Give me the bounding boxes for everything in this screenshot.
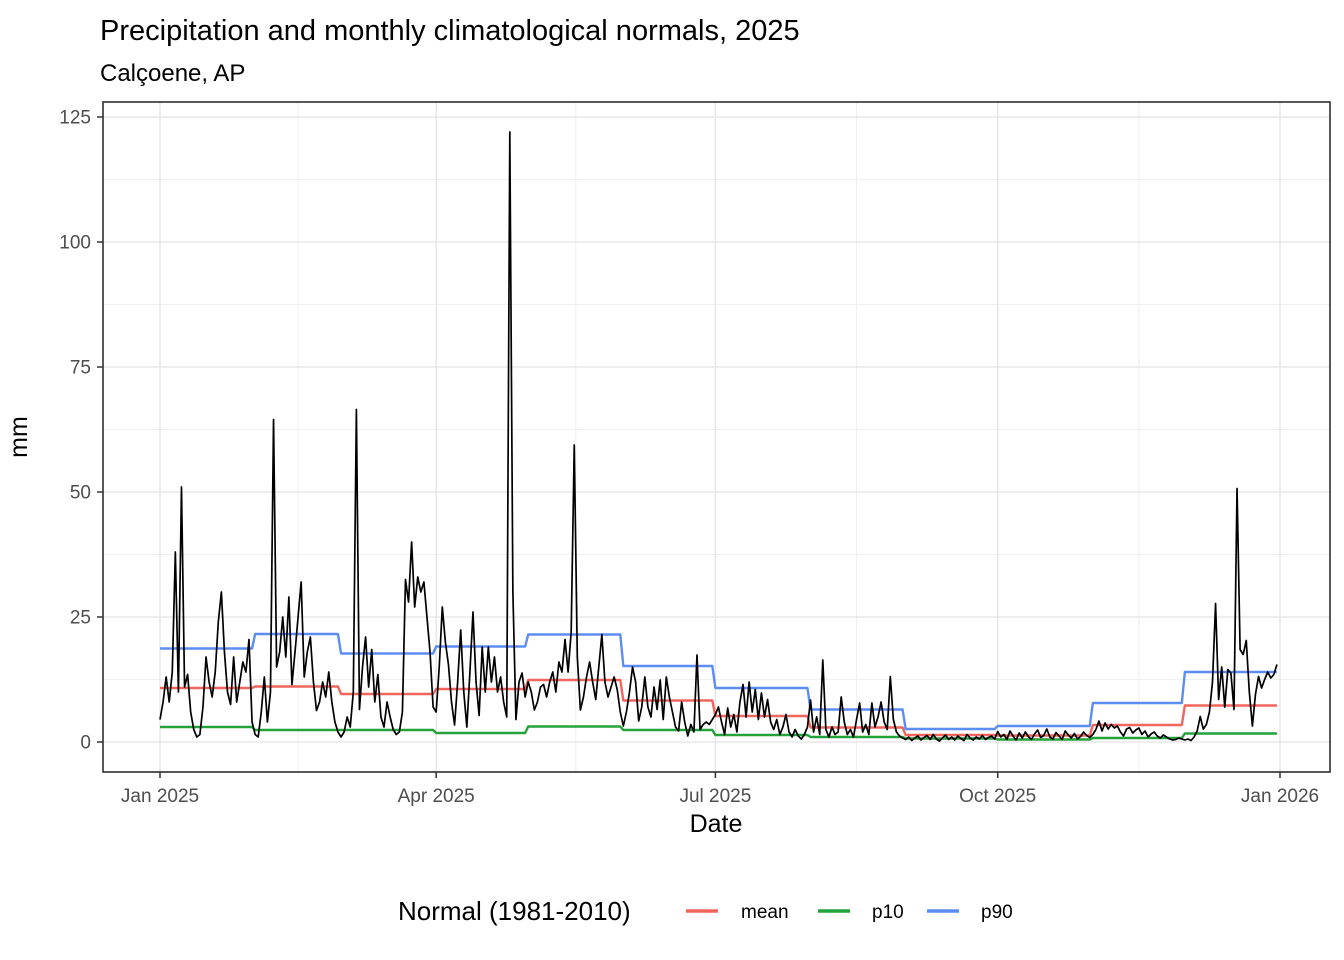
legend-label-p90: p90 [981, 902, 1013, 923]
y-tick-label: 125 [59, 108, 91, 129]
x-tick-label: Jul 2025 [679, 786, 751, 807]
legend-label-mean: mean [741, 902, 789, 923]
y-axis-title: mm [5, 416, 33, 458]
y-tick-label: 50 [70, 483, 91, 504]
x-axis-title: Date [690, 810, 743, 838]
p10-line [160, 725, 1277, 741]
mean-line [160, 678, 1277, 737]
y-tick-label: 100 [59, 233, 91, 254]
x-tick-label: Jan 2026 [1241, 786, 1319, 807]
daily-precip-line [159, 131, 1278, 742]
legend: Normal (1981-2010) mean p10 p90 [398, 896, 1013, 926]
plot-panel [103, 102, 1330, 772]
p90-line [160, 632, 1277, 731]
legend-label-p10: p10 [872, 902, 904, 923]
x-tick-label: Apr 2025 [398, 786, 475, 807]
y-tick-label: 75 [70, 358, 91, 379]
y-tick-label: 25 [70, 608, 91, 629]
chart-subtitle: Calçoene, AP [100, 60, 245, 87]
legend-title: Normal (1981-2010) [398, 896, 631, 926]
panel-border [102, 101, 1331, 773]
x-tick-label: Oct 2025 [959, 786, 1036, 807]
chart-title: Precipitation and monthly climatological… [100, 15, 800, 47]
y-tick-label: 0 [80, 733, 91, 754]
x-tick-label: Jan 2025 [121, 786, 199, 807]
